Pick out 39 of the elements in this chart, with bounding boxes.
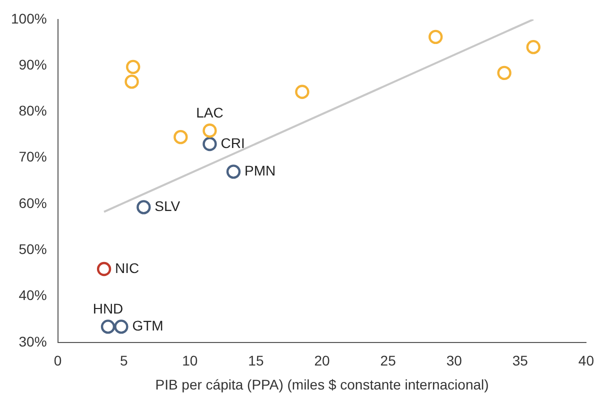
annotation: GTM [132, 318, 164, 334]
y-tick-label: 90% [18, 56, 47, 72]
point [295, 84, 310, 99]
annotation: LAC [196, 104, 224, 120]
point [202, 136, 217, 152]
x-tick-label: 25 [380, 352, 396, 369]
x-tick-label: 35 [512, 352, 528, 369]
x-tick-label: 40 [578, 352, 594, 369]
point [497, 66, 512, 80]
annotation: HND [92, 300, 124, 317]
annotation: SLV [154, 198, 181, 214]
x-tick-label: 5 [120, 352, 128, 369]
x-tick-label: 30 [446, 352, 462, 369]
point [126, 60, 140, 74]
point [174, 130, 188, 144]
y-tick-label: 50% [18, 240, 47, 257]
point [96, 262, 112, 276]
annotation: NIC [115, 260, 140, 276]
x-tick-label: 15 [248, 352, 264, 369]
point [202, 124, 217, 138]
x-tick-label: 20 [314, 352, 330, 369]
x-axis-title: PIB per cápita (PPA) (miles $ constante internacional) [155, 376, 489, 392]
point [100, 320, 116, 334]
point [114, 320, 128, 334]
y-tick-label: 70% [18, 148, 47, 165]
point [428, 30, 443, 44]
annotation: CRI [220, 134, 245, 151]
x-tick-label: 0 [54, 352, 62, 369]
point [226, 164, 241, 179]
y-tick-label: 40% [18, 287, 47, 304]
y-tick-label: 30% [18, 333, 47, 350]
y-tick-label: 60% [18, 194, 47, 211]
annotation: PMN [244, 162, 276, 179]
y-tick-label: 80% [18, 102, 47, 119]
point [124, 74, 139, 89]
point [136, 200, 151, 214]
x-tick-label: 10 [182, 352, 198, 369]
point [526, 40, 540, 54]
y-tick-label: 100% [10, 10, 47, 26]
